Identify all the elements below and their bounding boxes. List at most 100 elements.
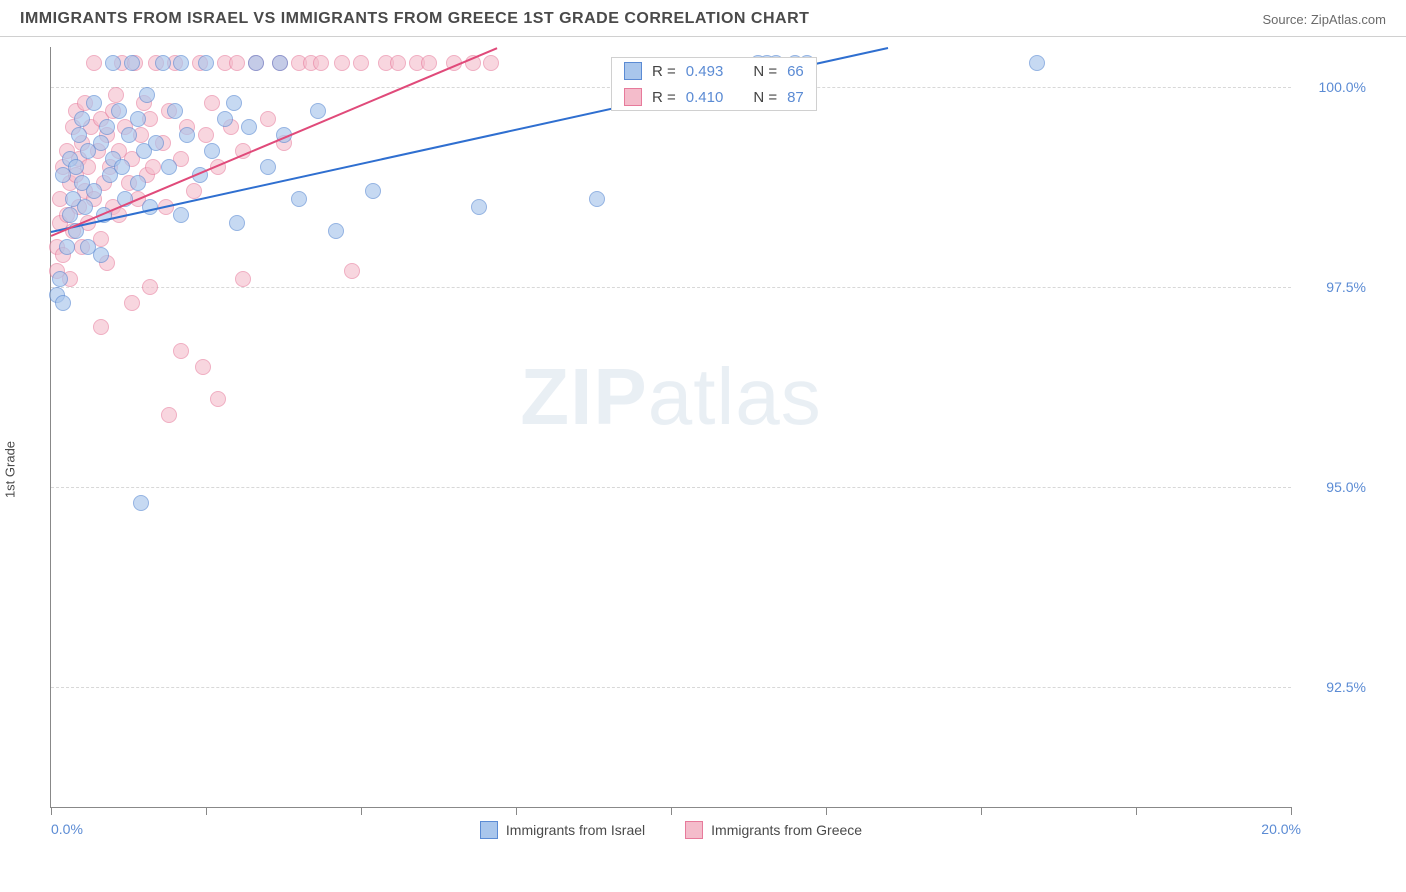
scatter-point (86, 183, 102, 199)
scatter-point (167, 103, 183, 119)
scatter-point (68, 159, 84, 175)
scatter-point (210, 391, 226, 407)
legend-item: Immigrants from Israel (480, 821, 645, 839)
correlation-stat-box: R = 0.493 N = 66 R = 0.410 N = 87 (611, 57, 817, 111)
scatter-point (111, 103, 127, 119)
y-tick-label: 95.0% (1306, 479, 1366, 495)
r-value: 0.410 (686, 89, 724, 106)
scatter-point (195, 359, 211, 375)
scatter-point (589, 191, 605, 207)
scatter-point (229, 215, 245, 231)
x-tick (671, 807, 672, 815)
scatter-point (204, 143, 220, 159)
scatter-point (421, 55, 437, 71)
x-tick (516, 807, 517, 815)
footer-legend: Immigrants from Israel Immigrants from Gr… (51, 821, 1291, 839)
n-value: 87 (787, 89, 804, 106)
source-attribution: Source: ZipAtlas.com (1262, 12, 1386, 27)
scatter-point (186, 183, 202, 199)
legend-label: Immigrants from Israel (506, 822, 645, 838)
scatter-point (226, 95, 242, 111)
y-tick-label: 92.5% (1306, 679, 1366, 695)
scatter-point (71, 127, 87, 143)
scatter-point (55, 295, 71, 311)
gridline-horizontal (51, 687, 1291, 688)
x-tick (361, 807, 362, 815)
series-swatch (624, 88, 642, 106)
scatter-point (133, 495, 149, 511)
scatter-point (77, 199, 93, 215)
scatter-point (173, 55, 189, 71)
scatter-point (353, 55, 369, 71)
scatter-point (108, 87, 124, 103)
scatter-point (260, 111, 276, 127)
scatter-point (93, 135, 109, 151)
scatter-point (344, 263, 360, 279)
scatter-point (217, 111, 233, 127)
header-bar: IMMIGRANTS FROM ISRAEL VS IMMIGRANTS FRO… (0, 0, 1406, 37)
legend-label: Immigrants from Greece (711, 822, 862, 838)
scatter-point (161, 159, 177, 175)
gridline-horizontal (51, 487, 1291, 488)
scatter-point (291, 191, 307, 207)
scatter-point (139, 87, 155, 103)
scatter-point (241, 119, 257, 135)
r-label: R = (652, 89, 676, 106)
y-tick-label: 97.5% (1306, 279, 1366, 295)
series-swatch (624, 62, 642, 80)
x-tick (51, 807, 52, 815)
scatter-point (310, 103, 326, 119)
scatter-point (173, 207, 189, 223)
scatter-point (313, 55, 329, 71)
scatter-point (198, 127, 214, 143)
scatter-point (260, 159, 276, 175)
x-tick (1291, 807, 1292, 815)
legend-item: Immigrants from Greece (685, 821, 862, 839)
n-label: N = (753, 89, 777, 106)
watermark-light: atlas (648, 352, 822, 441)
gridline-horizontal (51, 287, 1291, 288)
scatter-point (272, 55, 288, 71)
scatter-point (161, 407, 177, 423)
scatter-point (99, 119, 115, 135)
scatter-point (390, 55, 406, 71)
scatter-point (148, 135, 164, 151)
scatter-point (204, 95, 220, 111)
watermark: ZIPatlas (520, 351, 821, 443)
scatter-point (365, 183, 381, 199)
n-label: N = (753, 63, 777, 80)
legend-swatch (685, 821, 703, 839)
n-value: 66 (787, 63, 804, 80)
scatter-point (124, 295, 140, 311)
scatter-point (248, 55, 264, 71)
stat-row: R = 0.493 N = 66 (612, 58, 816, 84)
scatter-point (235, 271, 251, 287)
scatter-point (124, 55, 140, 71)
stat-row: R = 0.410 N = 87 (612, 84, 816, 110)
legend-swatch (480, 821, 498, 839)
watermark-bold: ZIP (520, 352, 647, 441)
scatter-point (179, 127, 195, 143)
r-value: 0.493 (686, 63, 724, 80)
scatter-point (471, 199, 487, 215)
scatter-point (121, 127, 137, 143)
scatter-point (483, 55, 499, 71)
scatter-point (130, 175, 146, 191)
x-tick (981, 807, 982, 815)
scatter-point (328, 223, 344, 239)
y-axis-label: 1st Grade (3, 441, 18, 498)
x-tick (1136, 807, 1137, 815)
x-tick (206, 807, 207, 815)
r-label: R = (652, 63, 676, 80)
scatter-point (93, 319, 109, 335)
scatter-point (173, 343, 189, 359)
scatter-point (52, 271, 68, 287)
trendline (51, 47, 498, 237)
scatter-point (74, 111, 90, 127)
scatter-point (1029, 55, 1045, 71)
scatter-point (155, 55, 171, 71)
x-tick (826, 807, 827, 815)
plot-area: ZIPatlas 92.5%95.0%97.5%100.0%0.0%20.0%R… (50, 47, 1291, 808)
chart-container: 1st Grade ZIPatlas 92.5%95.0%97.5%100.0%… (0, 37, 1406, 887)
scatter-point (142, 279, 158, 295)
